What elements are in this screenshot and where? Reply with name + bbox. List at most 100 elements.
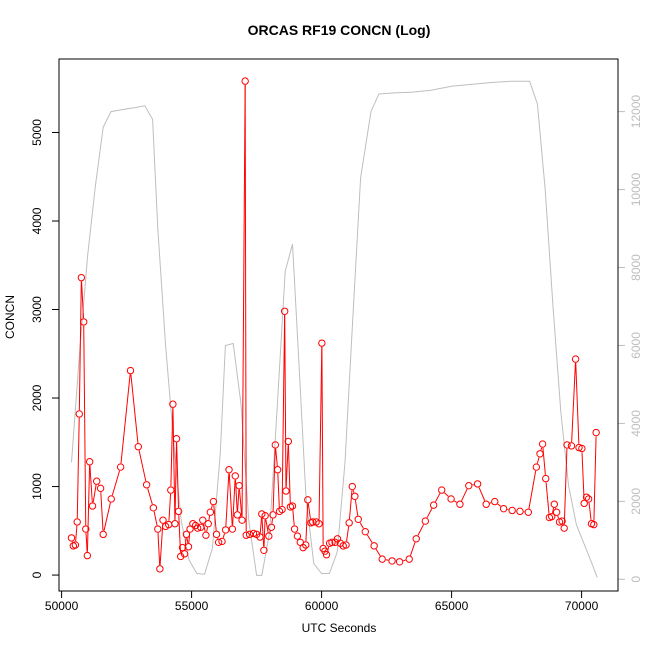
series-0-point — [154, 525, 162, 533]
series-0-segment — [138, 450, 147, 482]
series-0-segment — [86, 465, 91, 552]
series-0-segment — [557, 515, 559, 519]
series-0-segment — [461, 488, 468, 502]
series-0-point — [563, 441, 571, 449]
series-0-point — [71, 541, 80, 549]
series-0-point — [241, 77, 249, 85]
series-0-segment — [78, 281, 82, 411]
series-0-segment — [454, 500, 457, 503]
series-0-point — [482, 500, 490, 508]
series-0-segment — [111, 470, 121, 496]
series-0-point — [456, 500, 464, 508]
series-0-point — [412, 535, 420, 543]
series-0-segment — [103, 502, 111, 531]
series-0-point — [261, 512, 269, 520]
series-0-segment — [588, 502, 592, 521]
series-0-segment — [272, 448, 276, 512]
series-0-segment — [208, 515, 211, 521]
x-tick-label: 50000 — [45, 599, 79, 613]
series-0-point — [345, 519, 353, 527]
chart-title: ORCAS RF19 CONCN (Log) — [248, 22, 431, 38]
series-0-point — [560, 524, 568, 532]
series-0-point — [580, 499, 588, 508]
series-0-segment — [545, 482, 550, 514]
series-0-segment — [76, 417, 80, 519]
series-0-point — [212, 530, 221, 539]
series-0-segment — [417, 524, 425, 536]
series-0-point — [202, 531, 210, 539]
series-0-point — [302, 541, 310, 549]
series-0-segment — [542, 447, 546, 475]
series-0-point — [206, 508, 215, 516]
series-0-segment — [354, 499, 359, 516]
series-0-point — [116, 463, 125, 471]
series-0-segment — [426, 508, 433, 518]
series-0-point — [172, 435, 181, 443]
series-0-point — [171, 520, 179, 528]
series-0-point — [290, 525, 299, 533]
series-0-segment — [305, 503, 309, 542]
series-0-point — [548, 512, 556, 521]
series-0-segment — [575, 362, 580, 444]
series-0-point — [99, 530, 107, 539]
series-0-point — [271, 441, 280, 449]
series-0-segment — [172, 408, 176, 520]
series-0-point — [321, 547, 329, 555]
series-0-point — [235, 481, 243, 490]
series-0-point — [221, 526, 230, 534]
series-0-point — [204, 520, 212, 528]
series-0-segment — [176, 442, 179, 508]
series-0-segment — [403, 559, 406, 562]
series-0-point — [304, 496, 312, 504]
series-0-segment — [292, 509, 295, 526]
y2-tick-label: 6000 — [629, 332, 643, 359]
series-0-point — [524, 508, 532, 516]
series-0-segment — [100, 492, 104, 531]
series-0-segment — [409, 542, 416, 556]
series-0-segment — [222, 533, 225, 538]
series-0-segment — [540, 447, 543, 451]
series-0-point — [249, 529, 258, 538]
series-0-point — [590, 520, 598, 529]
series-0-segment — [232, 479, 236, 526]
series-0-point — [80, 318, 88, 326]
series-0-point — [284, 437, 293, 446]
series-0-segment — [153, 511, 158, 526]
series-0-point — [96, 484, 105, 493]
series-0-point — [218, 537, 226, 546]
series-0-point — [85, 458, 94, 466]
x-tick-label: 60000 — [305, 599, 339, 613]
series-0-point — [174, 507, 183, 516]
series-0-point — [438, 486, 446, 494]
series-0-segment — [435, 493, 441, 503]
x-tick-label: 55000 — [175, 599, 209, 613]
series-0-segment — [81, 281, 84, 319]
series-0-point — [214, 538, 223, 547]
series-0-segment — [478, 487, 486, 501]
series-0-point — [156, 565, 164, 573]
series-0-point — [267, 523, 276, 531]
y2-tick-label: 10000 — [629, 173, 643, 207]
series-0-point — [228, 525, 237, 533]
series-0-point — [315, 520, 323, 528]
y-axis-right: 0 2000 4000 6000 8000 10000 12000 — [617, 95, 643, 583]
series-0-point — [265, 532, 273, 540]
y-axis-label: CONCN — [3, 295, 17, 339]
series-0-segment — [241, 84, 246, 517]
series-0-point — [293, 532, 302, 540]
series-0-point — [318, 339, 326, 347]
y-tick-label: 2000 — [30, 384, 44, 411]
y2-tick-label: 2000 — [629, 488, 643, 515]
series-0-point — [233, 511, 242, 519]
series-0-point — [83, 551, 92, 560]
series-0-point — [182, 530, 191, 539]
series-0-point — [370, 542, 378, 550]
series-0-segment — [536, 457, 540, 464]
series-0-segment — [186, 538, 189, 544]
series-0-segment — [225, 473, 230, 527]
series-0-point — [256, 533, 264, 541]
series-0-point — [159, 516, 167, 524]
series-0-segment — [168, 493, 172, 521]
series-0-segment — [244, 84, 247, 532]
series-0-point — [584, 495, 593, 503]
